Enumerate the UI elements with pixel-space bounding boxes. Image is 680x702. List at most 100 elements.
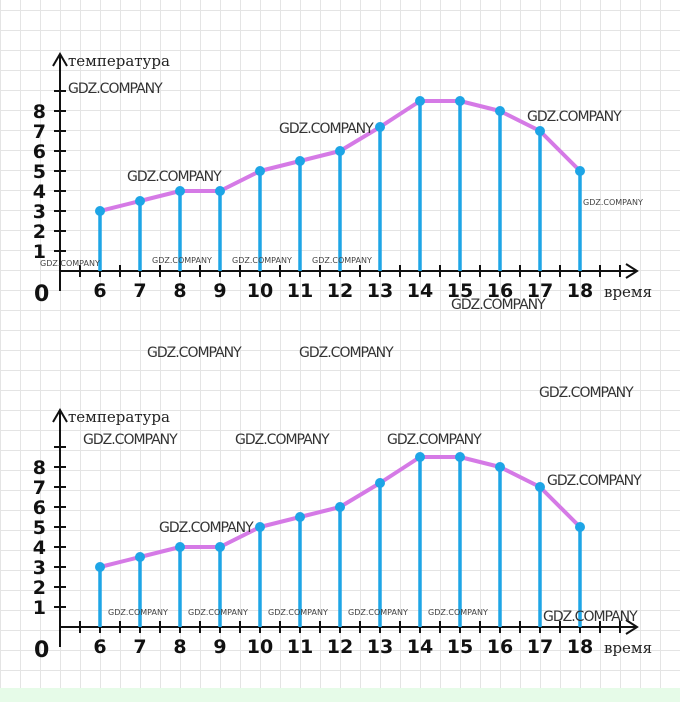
data-point-10 (255, 166, 265, 176)
y-axis-arrow (52, 52, 68, 67)
watermark: GDZ.COMPANY (68, 81, 163, 97)
watermark: GDZ.COMPANY (268, 608, 328, 617)
x-tick-label: 10 (247, 636, 273, 658)
y-tick-label: 3 (33, 201, 46, 223)
data-point-13 (375, 478, 385, 488)
x-tick-label: 14 (407, 636, 433, 658)
y-tick-label: 5 (33, 161, 46, 183)
x-tick-label: 8 (173, 636, 186, 658)
data-point-15 (455, 452, 465, 462)
data-point-6 (95, 562, 105, 572)
x-tick-label: 9 (213, 280, 226, 302)
watermark: GDZ.COMPANY (428, 608, 488, 617)
watermark: GDZ.COMPANY (279, 121, 374, 137)
x-axis-label: время (604, 639, 652, 657)
data-point-15 (455, 96, 465, 106)
watermark: GDZ.COMPANY (543, 609, 638, 625)
watermark: GDZ.COMPANY (232, 256, 292, 265)
origin-label: 0 (34, 638, 49, 663)
y-tick-label: 8 (33, 457, 46, 479)
watermark: GDZ.COMPANY (547, 473, 642, 489)
data-point-13 (375, 122, 385, 132)
watermark: GDZ.COMPANY (348, 608, 408, 617)
watermark: GDZ.COMPANY (235, 432, 330, 448)
y-tick-label: 6 (33, 141, 46, 163)
y-tick-label: 8 (33, 101, 46, 123)
data-point-18 (575, 522, 585, 532)
y-tick-label: 2 (33, 221, 46, 243)
watermark: GDZ.COMPANY (127, 169, 222, 185)
data-point-7 (135, 196, 145, 206)
watermark: GDZ.COMPANY (527, 109, 622, 125)
y-tick-label: 3 (33, 557, 46, 579)
data-point-16 (495, 106, 505, 116)
watermark: GDZ.COMPANY (108, 608, 168, 617)
y-tick-label: 4 (33, 537, 46, 559)
data-point-11 (295, 512, 305, 522)
watermark: GDZ.COMPANY (147, 345, 242, 361)
origin-label: 0 (34, 282, 49, 307)
x-axis-arrow (625, 619, 639, 635)
chart-1: 6 7 8 9 10 11 12 13 14 15 16 17 18123456780температу… (33, 52, 652, 307)
x-tick-label: 7 (133, 280, 146, 302)
x-tick-label: 14 (407, 280, 433, 302)
x-tick-label: 13 (367, 636, 393, 658)
bottom-strip (0, 688, 680, 702)
data-point-14 (415, 452, 425, 462)
x-tick-label: 16 (487, 636, 513, 658)
x-tick-label: 6 (93, 280, 106, 302)
watermark: GDZ.COMPANY (40, 259, 100, 268)
data-point-14 (415, 96, 425, 106)
x-tick-label: 6 (93, 636, 106, 658)
watermark: GDZ.COMPANY (312, 256, 372, 265)
watermark: GDZ.COMPANY (188, 608, 248, 617)
x-tick-label: 17 (527, 636, 553, 658)
data-point-9 (215, 186, 225, 196)
y-tick-label: 2 (33, 577, 46, 599)
data-point-8 (175, 542, 185, 552)
y-axis-label: температура (68, 52, 170, 70)
watermark: GDZ.COMPANY (159, 520, 254, 536)
data-point-12 (335, 502, 345, 512)
watermark: GDZ.COMPANY (152, 256, 212, 265)
data-point-17 (535, 482, 545, 492)
x-tick-label: 12 (327, 280, 353, 302)
x-tick-label: 18 (567, 280, 593, 302)
watermark: GDZ.COMPANY (451, 297, 546, 313)
watermark: GDZ.COMPANY (83, 432, 178, 448)
x-tick-label: 10 (247, 280, 273, 302)
data-point-12 (335, 146, 345, 156)
y-axis-arrow (52, 408, 68, 423)
x-tick-label: 8 (173, 280, 186, 302)
y-tick-label: 7 (33, 477, 46, 499)
x-tick-label: 11 (287, 636, 313, 658)
x-axis-label: время (604, 283, 652, 301)
x-tick-label: 7 (133, 636, 146, 658)
watermark: GDZ.COMPANY (387, 432, 482, 448)
data-point-16 (495, 462, 505, 472)
watermark: GDZ.COMPANY (539, 385, 634, 401)
x-tick-label: 15 (447, 636, 473, 658)
x-tick-label: 15 (447, 280, 473, 302)
data-point-8 (175, 186, 185, 196)
y-tick-label: 1 (33, 241, 46, 263)
x-tick-label: 9 (213, 636, 226, 658)
x-tick-label: 11 (287, 280, 313, 302)
x-axis-arrow (625, 263, 639, 279)
chart-2: 6 7 8 9 10 11 12 13 14 15 16 17 18123456780температу… (33, 408, 652, 663)
y-tick-label: 7 (33, 121, 46, 143)
x-tick-label: 16 (487, 280, 513, 302)
watermark: GDZ.COMPANY (583, 198, 643, 207)
data-point-11 (295, 156, 305, 166)
data-point-6 (95, 206, 105, 216)
x-tick-label: 12 (327, 636, 353, 658)
data-point-17 (535, 126, 545, 136)
y-tick-label: 5 (33, 517, 46, 539)
x-tick-label: 13 (367, 280, 393, 302)
data-point-9 (215, 542, 225, 552)
y-tick-label: 6 (33, 497, 46, 519)
x-tick-label: 17 (527, 280, 553, 302)
data-point-18 (575, 166, 585, 176)
